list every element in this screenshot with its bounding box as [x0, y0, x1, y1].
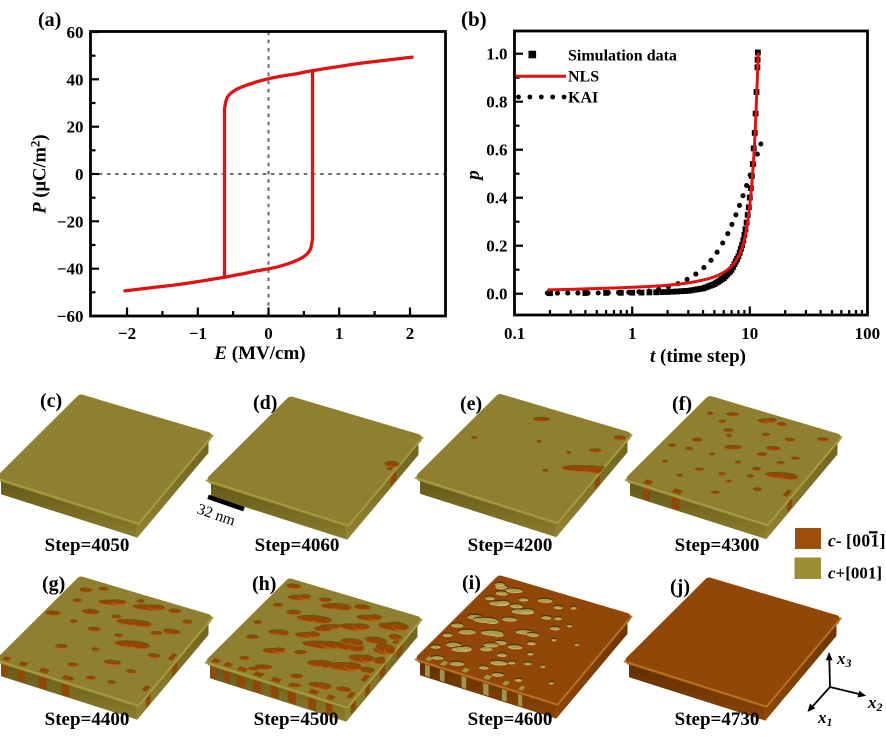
- svg-text:(e): (e): [460, 393, 482, 415]
- svg-text:2: 2: [406, 324, 415, 343]
- svg-text:(d): (d): [253, 392, 277, 414]
- svg-text:(b): (b): [461, 7, 487, 31]
- svg-text:t (time step): t (time step): [650, 346, 746, 367]
- svg-text:−60: −60: [57, 307, 84, 326]
- svg-text:x1: x1: [817, 708, 833, 729]
- svg-text:0.2: 0.2: [486, 237, 507, 256]
- svg-text:KAI: KAI: [568, 90, 598, 107]
- svg-text:0.0: 0.0: [486, 285, 507, 304]
- svg-text:(j): (j): [670, 576, 690, 598]
- svg-text:P (μC/m2): P (μC/m2): [28, 134, 51, 214]
- svg-text:60: 60: [67, 23, 84, 42]
- svg-text:0.8: 0.8: [486, 93, 507, 112]
- svg-text:(c): (c): [40, 390, 62, 412]
- svg-text:Step=4730: Step=4730: [675, 709, 760, 730]
- svg-text:c+[001]: c+[001]: [828, 564, 882, 583]
- svg-text:Step=4600: Step=4600: [468, 709, 553, 730]
- svg-text:0.1: 0.1: [504, 324, 525, 343]
- svg-text:(f): (f): [672, 393, 692, 415]
- svg-text:0: 0: [75, 165, 84, 184]
- svg-text:0.4: 0.4: [486, 189, 508, 208]
- svg-text:[001]: [001]: [846, 531, 886, 551]
- svg-text:x2: x2: [867, 693, 883, 714]
- svg-text:(a): (a): [38, 9, 61, 31]
- svg-text:1.0: 1.0: [486, 45, 507, 64]
- svg-text:x3: x3: [836, 649, 852, 670]
- svg-text:Step=4060: Step=4060: [255, 535, 340, 556]
- svg-text:(g): (g): [42, 573, 65, 595]
- svg-text:Step=4300: Step=4300: [675, 535, 760, 556]
- svg-text:10: 10: [741, 324, 758, 343]
- svg-text:(i): (i): [462, 572, 481, 594]
- svg-text:100: 100: [855, 324, 881, 343]
- svg-text:−2: −2: [118, 324, 136, 343]
- svg-text:(h): (h): [252, 573, 276, 595]
- svg-text:0.6: 0.6: [486, 141, 507, 160]
- svg-text:Step=4200: Step=4200: [468, 535, 553, 556]
- svg-text:Step=4400: Step=4400: [45, 709, 130, 730]
- svg-text:1: 1: [335, 324, 344, 343]
- svg-text:Step=4500: Step=4500: [254, 709, 339, 730]
- svg-text:−1: −1: [189, 324, 207, 343]
- svg-text:−20: −20: [57, 212, 84, 231]
- svg-text:NLS: NLS: [568, 69, 599, 86]
- svg-text:Simulation data: Simulation data: [568, 48, 677, 65]
- svg-text:c-: c-: [828, 531, 842, 551]
- svg-text:40: 40: [67, 70, 84, 89]
- svg-text:−40: −40: [57, 260, 84, 279]
- svg-text:1: 1: [628, 324, 637, 343]
- svg-text:20: 20: [67, 118, 84, 137]
- svg-text:E (MV/cm): E (MV/cm): [213, 343, 305, 364]
- svg-text:p: p: [463, 170, 484, 182]
- svg-text:Step=4050: Step=4050: [45, 535, 130, 556]
- svg-text:0: 0: [264, 324, 273, 343]
